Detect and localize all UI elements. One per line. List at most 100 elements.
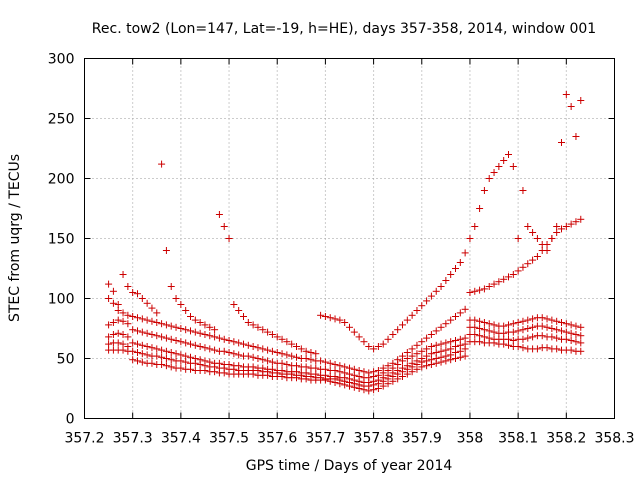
data-point: [548, 316, 556, 324]
data-point: [138, 295, 146, 302]
y-tick-label: 0: [66, 412, 75, 428]
data-point: [350, 371, 358, 379]
data-point: [336, 316, 344, 324]
data-point: [124, 311, 132, 319]
data-point: [167, 283, 175, 290]
data-point: [480, 326, 488, 334]
data-point: [182, 307, 190, 314]
data-point: [158, 361, 166, 368]
data-point: [187, 327, 194, 335]
data-point: [519, 335, 527, 343]
data-point: [162, 355, 170, 362]
data-point: [360, 368, 368, 376]
data-point: [336, 368, 344, 376]
data-point: [158, 353, 166, 361]
x-tick-label: 357.3: [113, 431, 153, 447]
data-point: [172, 295, 180, 302]
data-point: [485, 320, 493, 328]
y-tick-label: 100: [48, 292, 75, 308]
data-point: [442, 320, 450, 328]
data-point: [124, 343, 132, 350]
data-point: [519, 263, 527, 271]
x-tick-label: 358.1: [498, 431, 538, 447]
data-point: [437, 347, 445, 355]
data-point: [162, 247, 170, 254]
data-point: [490, 328, 498, 336]
data-point: [124, 320, 132, 328]
data-point: [153, 332, 161, 340]
data-point: [567, 337, 575, 344]
data-point: [514, 235, 522, 242]
data-point: [452, 313, 459, 320]
data-point: [471, 323, 479, 331]
x-tick-label: 358: [457, 431, 484, 447]
data-point: [268, 365, 276, 373]
data-point: [293, 343, 300, 350]
data-point: [158, 320, 166, 328]
data-point: [374, 343, 382, 350]
data-point: [249, 363, 257, 371]
data-point: [321, 358, 329, 366]
data-point: [346, 364, 353, 372]
data-point: [109, 319, 117, 326]
data-point: [418, 347, 426, 355]
data-point: [548, 235, 556, 242]
data-point: [423, 334, 431, 342]
data-point: [365, 369, 373, 377]
data-point: [505, 151, 512, 158]
data-point: [577, 339, 585, 347]
data-point: [370, 368, 378, 376]
data-point: [558, 139, 565, 146]
data-point: [577, 347, 585, 355]
data-point: [215, 334, 223, 342]
data-point: [572, 338, 580, 346]
data-point: [129, 356, 137, 364]
data-point: [480, 285, 488, 293]
data-point: [172, 337, 180, 344]
data-point: [288, 352, 296, 360]
data-point: [399, 352, 406, 360]
data-point: [293, 353, 300, 361]
data-point: [264, 328, 272, 336]
data-point: [389, 331, 397, 338]
data-point: [307, 349, 315, 356]
data-point: [187, 313, 194, 320]
data-point: [182, 358, 190, 366]
data-point: [109, 331, 117, 338]
data-point: [442, 352, 450, 360]
x-axis-label: GPS time / Days of year 2014: [246, 458, 453, 474]
data-point: [509, 271, 517, 278]
data-point: [476, 325, 484, 332]
data-point: [124, 333, 132, 341]
data-point: [105, 340, 113, 348]
data-point: [447, 351, 455, 359]
data-point: [456, 341, 464, 349]
data-point: [187, 365, 194, 373]
data-point: [346, 323, 353, 331]
data-point: [394, 326, 402, 334]
data-point: [509, 163, 517, 170]
data-point: [567, 346, 575, 354]
data-point: [177, 351, 185, 359]
data-point: [259, 345, 267, 353]
data-point: [427, 356, 435, 364]
data-point: [533, 235, 541, 242]
data-point: [293, 368, 300, 376]
data-point: [143, 351, 151, 359]
data-point: [350, 365, 358, 373]
data-point: [432, 349, 440, 356]
data-point: [177, 338, 185, 346]
data-point: [509, 328, 517, 336]
data-point: [114, 339, 122, 347]
data-point: [476, 286, 484, 294]
data-point: [220, 335, 228, 343]
data-point: [442, 277, 450, 284]
data-point: [495, 278, 503, 286]
data-point: [403, 316, 411, 324]
data-point: [562, 223, 570, 230]
data-point: [418, 355, 426, 362]
data-point: [413, 350, 421, 358]
data-point: [187, 353, 194, 361]
data-point: [485, 175, 493, 182]
